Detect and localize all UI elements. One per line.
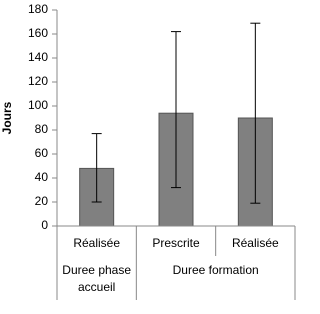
group-label: Duree phase [62, 263, 131, 277]
y-tick-label: 160 [28, 26, 48, 40]
y-tick-label: 40 [35, 170, 49, 184]
y-tick-label: 100 [28, 98, 48, 112]
y-tick-label: 120 [28, 74, 48, 88]
y-tick-label: 20 [35, 194, 49, 208]
y-tick-label: 180 [28, 2, 48, 16]
y-tick-label: 60 [35, 146, 49, 160]
y-tick-label: 80 [35, 122, 49, 136]
x-tick-label: Réalisée [232, 236, 279, 250]
x-tick-label: Réalisée [73, 236, 120, 250]
x-tick-label: Prescrite [152, 236, 200, 250]
y-tick-label: 140 [28, 50, 48, 64]
chart: Jours 0 20 40 60 80 100 120 140 160 180 Réalisée Pr… [0, 2, 296, 300]
group-label: Duree formation [173, 263, 259, 277]
y-tick-label: 0 [41, 218, 48, 232]
y-axis-label: Jours [0, 101, 14, 134]
group-label: accueil [78, 280, 115, 294]
